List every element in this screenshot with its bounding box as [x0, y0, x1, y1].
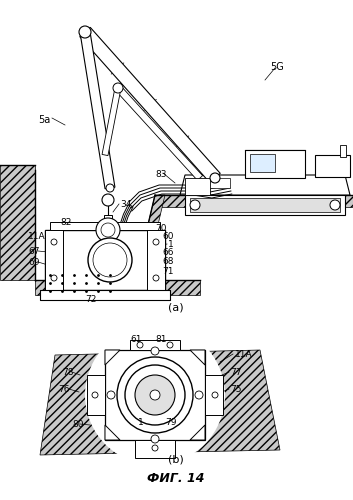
Text: 71: 71: [162, 267, 174, 276]
Bar: [147, 230, 165, 290]
Text: 79: 79: [165, 418, 176, 427]
Circle shape: [51, 275, 57, 281]
Text: (b): (b): [168, 455, 184, 465]
Circle shape: [137, 342, 143, 348]
Circle shape: [190, 200, 200, 210]
Bar: [340, 145, 346, 157]
Text: 75: 75: [230, 385, 241, 394]
Polygon shape: [105, 350, 120, 365]
Circle shape: [153, 239, 159, 245]
Circle shape: [51, 239, 57, 245]
Text: 78: 78: [62, 368, 73, 377]
Circle shape: [102, 194, 114, 206]
Circle shape: [93, 243, 127, 277]
Text: 70: 70: [155, 224, 167, 233]
Text: 77: 77: [230, 368, 241, 377]
Circle shape: [79, 26, 91, 38]
Text: 80: 80: [72, 420, 84, 429]
Text: 76: 76: [58, 385, 70, 394]
Bar: [315, 155, 350, 177]
Circle shape: [101, 223, 115, 237]
Bar: [130, 340, 180, 350]
Text: 1: 1: [138, 418, 144, 427]
Bar: [45, 230, 165, 290]
Circle shape: [113, 83, 123, 93]
Circle shape: [106, 184, 114, 192]
Circle shape: [195, 391, 203, 399]
Polygon shape: [35, 280, 200, 295]
Polygon shape: [40, 290, 170, 300]
Text: 82: 82: [60, 218, 71, 227]
Circle shape: [96, 218, 120, 242]
Circle shape: [212, 392, 218, 398]
Polygon shape: [155, 195, 353, 207]
Polygon shape: [105, 425, 120, 440]
Text: 66: 66: [162, 248, 174, 257]
Circle shape: [167, 342, 173, 348]
Bar: [185, 195, 345, 215]
Text: 61: 61: [130, 335, 142, 344]
Polygon shape: [190, 350, 205, 365]
Bar: [185, 178, 210, 195]
Circle shape: [150, 390, 160, 400]
Text: (a): (a): [168, 303, 184, 313]
Bar: [87, 375, 105, 415]
Polygon shape: [135, 195, 165, 280]
Bar: [45, 230, 63, 290]
Text: 67: 67: [28, 247, 40, 256]
Polygon shape: [0, 165, 35, 280]
Polygon shape: [40, 350, 280, 455]
Polygon shape: [80, 31, 115, 189]
Circle shape: [152, 445, 158, 451]
Text: 5G: 5G: [270, 62, 284, 72]
Circle shape: [117, 357, 193, 433]
Circle shape: [151, 435, 159, 443]
Text: 5a: 5a: [38, 115, 50, 125]
Text: 68: 68: [162, 257, 174, 266]
Polygon shape: [102, 88, 121, 156]
Bar: [245, 150, 305, 178]
Polygon shape: [190, 425, 205, 440]
Circle shape: [135, 375, 175, 415]
Circle shape: [151, 347, 159, 355]
Text: 72: 72: [85, 295, 96, 304]
Bar: [40, 290, 170, 300]
Circle shape: [153, 275, 159, 281]
Text: 34: 34: [120, 200, 131, 209]
Polygon shape: [80, 28, 220, 182]
Polygon shape: [115, 86, 203, 180]
Circle shape: [92, 392, 98, 398]
Circle shape: [210, 173, 220, 183]
Text: 1: 1: [168, 240, 174, 249]
Bar: [104, 215, 112, 221]
Text: 11A: 11A: [28, 232, 46, 241]
Bar: [50, 222, 160, 230]
Polygon shape: [180, 175, 350, 195]
Bar: [205, 375, 223, 415]
Text: ФИГ. 14: ФИГ. 14: [147, 472, 205, 485]
Text: 11A: 11A: [235, 350, 253, 359]
Bar: [135, 440, 175, 458]
Circle shape: [330, 200, 340, 210]
Bar: [105, 350, 205, 440]
Circle shape: [88, 238, 132, 282]
Bar: [190, 198, 340, 212]
Circle shape: [85, 325, 225, 465]
Bar: [250, 154, 275, 172]
Text: 60: 60: [162, 232, 174, 241]
Circle shape: [125, 365, 185, 425]
Circle shape: [107, 391, 115, 399]
Bar: [210, 178, 230, 188]
Text: 83: 83: [155, 170, 167, 179]
Text: 81: 81: [155, 335, 167, 344]
Text: 69: 69: [28, 258, 40, 267]
